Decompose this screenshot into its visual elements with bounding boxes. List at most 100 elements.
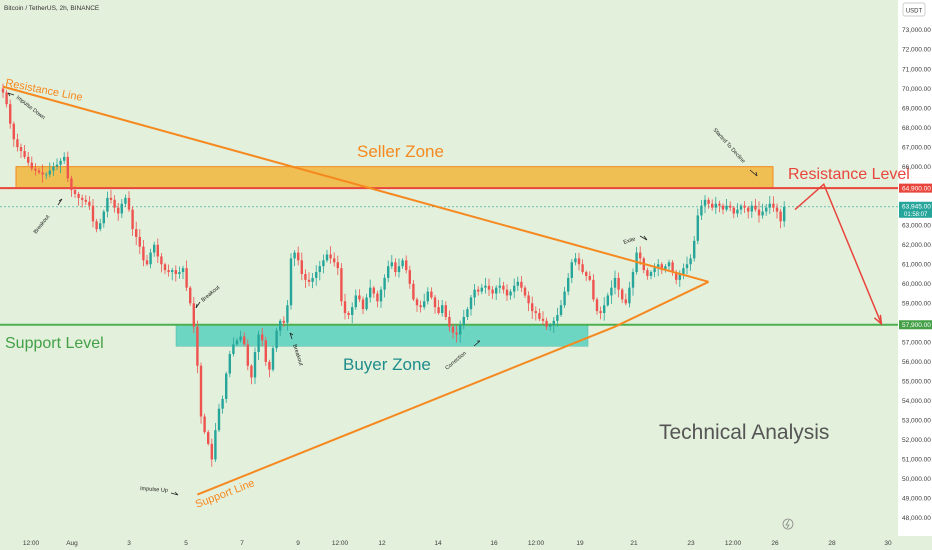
forecast-path[interactable]	[794, 182, 883, 325]
candle	[685, 256, 689, 275]
candle	[109, 189, 113, 204]
candle	[171, 267, 174, 281]
candle	[538, 308, 541, 322]
candle	[300, 252, 303, 281]
candle	[462, 309, 465, 330]
y-tick-label: 72,000.00	[902, 47, 931, 54]
candle	[358, 289, 361, 303]
candle	[664, 264, 667, 273]
candle	[621, 287, 624, 304]
candle	[765, 204, 768, 216]
candle	[145, 254, 149, 266]
candle	[1, 83, 5, 98]
candle	[351, 302, 354, 324]
candle	[783, 201, 786, 227]
candle	[138, 229, 141, 255]
candle	[73, 186, 77, 198]
candle	[606, 292, 609, 307]
candle	[66, 151, 69, 183]
candle	[405, 255, 408, 274]
candle	[430, 287, 433, 300]
x-axis-ticks: 12:00 Aug 3 5 7 9 12:00 12 14 16 12:00 19 21 23 12:00 2…	[23, 540, 892, 547]
candle	[5, 90, 8, 108]
y-tick-label: 71,000.00	[902, 66, 931, 73]
candle	[747, 205, 750, 219]
candle	[448, 310, 451, 332]
candle	[556, 307, 559, 327]
candle	[106, 191, 109, 218]
candle	[117, 203, 120, 221]
svg-text:01:58:07: 01:58:07	[904, 212, 928, 218]
candle	[523, 285, 527, 299]
candle	[59, 158, 62, 173]
candle	[495, 285, 498, 300]
candle	[754, 198, 757, 212]
candle	[369, 279, 372, 303]
candle	[545, 317, 548, 330]
candle	[768, 195, 771, 214]
x-tick-label: 5	[184, 540, 188, 547]
seller-zone[interactable]	[15, 166, 774, 189]
candle	[646, 267, 649, 280]
candle	[167, 264, 170, 277]
candle	[415, 297, 419, 312]
candle	[419, 300, 422, 313]
buyer-zone-label: Buyer Zone	[343, 355, 431, 374]
impulse-up-annotation: Impulse Up	[140, 486, 179, 496]
candle	[473, 284, 476, 306]
y-tick-label: 70,000.00	[902, 86, 931, 93]
resistance-trendline[interactable]	[2, 85, 709, 283]
candle	[235, 337, 239, 346]
candle	[160, 253, 163, 273]
arrow-icon	[289, 332, 294, 340]
y-tick-label: 68,000.00	[902, 125, 931, 132]
candle	[397, 258, 401, 278]
candle	[703, 195, 707, 214]
candle	[559, 299, 563, 317]
candle	[390, 255, 393, 269]
candle	[315, 265, 318, 286]
candle	[196, 320, 199, 374]
candle	[487, 278, 491, 297]
currency-button[interactable]: USDT	[902, 2, 926, 17]
candle	[99, 218, 102, 232]
support-trendline[interactable]	[197, 280, 710, 496]
candle	[516, 276, 519, 291]
candle	[693, 236, 696, 262]
candle	[297, 246, 300, 266]
y-tick-label: 48,000.00	[902, 515, 931, 522]
candle	[41, 164, 44, 183]
candle	[199, 362, 203, 424]
y-tick-label: 51,000.00	[902, 457, 931, 464]
candle	[246, 339, 249, 371]
arrow-icon	[195, 301, 201, 309]
breakout-1-annotation: Breakout	[33, 198, 63, 235]
candle	[120, 199, 123, 219]
support-price-label: 57,900.00	[899, 320, 932, 330]
candle	[91, 198, 95, 228]
y-tick-label: 55,000.00	[902, 379, 931, 386]
candle	[127, 191, 131, 213]
resistance-level-label: Resistance Level	[788, 166, 910, 183]
candle	[275, 327, 278, 352]
candle	[574, 252, 577, 266]
lightning-icon[interactable]	[782, 518, 794, 530]
candle	[30, 156, 33, 172]
y-tick-label: 57,000.00	[902, 340, 931, 347]
candle	[181, 265, 185, 280]
candles	[1, 83, 786, 467]
svg-text:63,945.00: 63,945.00	[902, 203, 931, 210]
arrow-icon	[170, 491, 179, 496]
breakout-2-annotation: Breakout	[195, 284, 222, 309]
candle	[534, 306, 537, 321]
candle	[153, 241, 156, 257]
x-tick-label: 21	[630, 540, 638, 547]
candle	[502, 281, 505, 294]
candle	[721, 203, 725, 215]
candle	[221, 395, 224, 414]
candle	[232, 337, 235, 357]
candle	[113, 195, 116, 213]
candle	[307, 272, 311, 287]
